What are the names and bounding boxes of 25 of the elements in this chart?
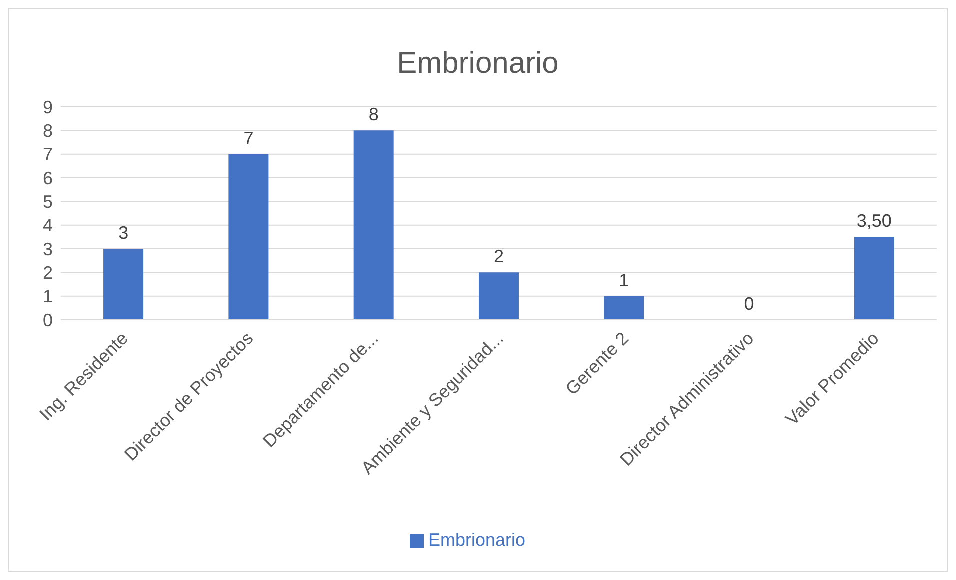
y-tick-label: 0 — [42, 310, 53, 330]
y-tick-label: 2 — [42, 263, 53, 284]
text: 7 — [244, 128, 254, 148]
text: 0 — [744, 294, 754, 314]
y-tick-label: 1 — [42, 286, 53, 307]
y-tick-label: 8 — [42, 121, 53, 142]
y-tick-label: 7 — [42, 144, 53, 165]
y-tick-label: 5 — [42, 192, 53, 212]
bar — [228, 154, 269, 320]
chart-title: Embrionario — [396, 47, 560, 81]
bar — [104, 249, 144, 320]
text: 8 — [368, 104, 379, 125]
text: 2 — [494, 246, 504, 267]
bar — [478, 272, 519, 320]
bar — [604, 296, 644, 320]
bar — [354, 130, 394, 320]
y-tick-label: 4 — [42, 216, 53, 236]
text: 3,50 — [856, 211, 892, 232]
y-tick-label: 9 — [42, 97, 53, 118]
y-tick-label: 6 — [42, 168, 53, 188]
text: 1 — [619, 270, 630, 290]
legend-label: Embrionario — [428, 530, 526, 550]
y-tick-label: 3 — [42, 239, 53, 260]
bar — [854, 237, 894, 320]
text: 3 — [118, 223, 129, 243]
